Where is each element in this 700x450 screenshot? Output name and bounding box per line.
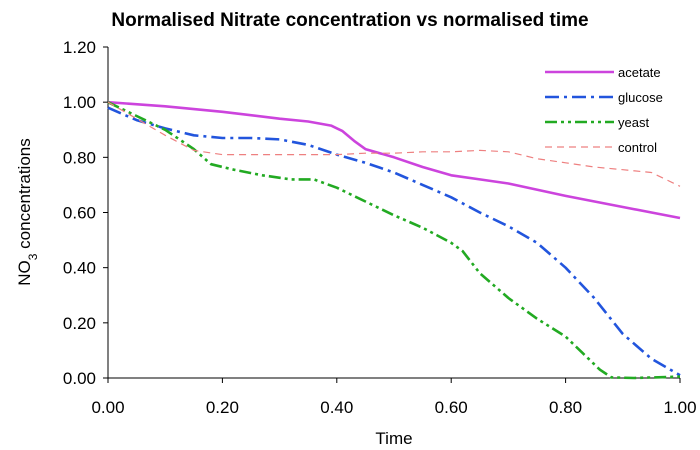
y-tick-label: 0.60 <box>63 204 96 223</box>
legend: acetate glucose yeast control <box>545 65 663 155</box>
series-line-glucose <box>107 106 681 377</box>
legend-label-yeast: yeast <box>618 115 649 130</box>
series-lines <box>107 100 681 380</box>
x-tick-label: 0.40 <box>320 398 353 417</box>
series-line-control <box>107 101 681 187</box>
x-tick-label: 0.00 <box>91 398 124 417</box>
x-tick-label: 1.00 <box>663 398 696 417</box>
x-axis-label: Time <box>375 429 412 448</box>
y-tick-label: 0.00 <box>63 369 96 388</box>
legend-label-glucose: glucose <box>618 90 663 105</box>
chart-title: Normalised Nitrate concentration vs norm… <box>111 10 588 31</box>
y-tick-label: 0.40 <box>63 259 96 278</box>
series-line-acetate <box>107 100 681 220</box>
x-tick-label: 0.80 <box>549 398 582 417</box>
y-axis-label: NO3 concentrations <box>15 138 40 285</box>
plot-frame <box>107 47 680 379</box>
series-line-yeast <box>107 101 681 380</box>
y-axis-label-main: NO <box>15 260 34 286</box>
y-axis-label-rest: concentrations <box>15 138 34 253</box>
y-axis-label-subscript: 3 <box>26 253 40 260</box>
y-tick-label: 0.20 <box>63 314 96 333</box>
x-tick-label: 0.60 <box>435 398 468 417</box>
y-tick-label: 1.00 <box>63 93 96 112</box>
x-ticks: 0.00 0.20 0.40 0.60 0.80 1.00 <box>91 378 697 417</box>
x-tick-label: 0.20 <box>206 398 239 417</box>
y-tick-label: 1.20 <box>63 38 96 57</box>
legend-label-acetate: acetate <box>618 65 661 80</box>
y-tick-label: 0.80 <box>63 148 96 167</box>
y-ticks: 0.00 0.20 0.40 0.60 0.80 1.00 1.20 <box>63 38 108 388</box>
legend-label-control: control <box>618 140 657 155</box>
